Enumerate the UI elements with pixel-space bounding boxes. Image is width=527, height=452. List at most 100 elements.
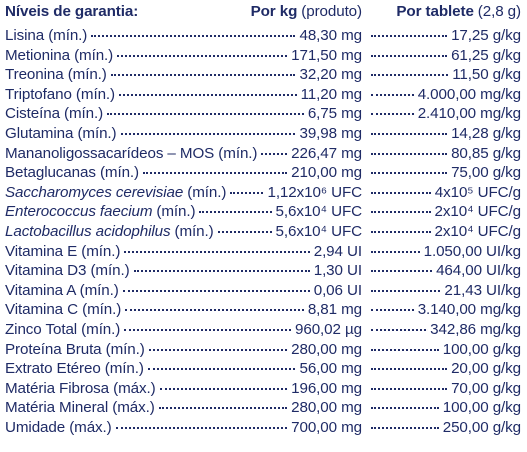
row-left: Cisteína (mín.) 6,75 mg	[5, 105, 362, 122]
per-kg-value: 226,47 mg	[291, 144, 362, 162]
nutrient-name: Betaglucanas (mín.)	[5, 164, 140, 182]
table-row: Vitamina C (mín.) 8,81 mg 3.140,00 mg/kg	[5, 301, 521, 321]
row-right: 14,28 g/kg	[367, 125, 521, 142]
leader	[371, 54, 448, 57]
table-row: Zinco Total (mín.) 960,02 µg 342,86 mg/kg	[5, 321, 521, 341]
leader	[371, 387, 448, 390]
row-right: 61,25 g/kg	[367, 47, 521, 64]
leader	[371, 191, 431, 194]
table-row: Glutamina (mín.) 39,98 mg 14,28 g/kg	[5, 125, 521, 145]
per-tablet-value: 464,00 UI/kg	[436, 262, 521, 280]
per-tablet-value: 250,00 g/kg	[442, 418, 521, 436]
row-right: 2.410,00 mg/kg	[367, 105, 521, 122]
per-tablet-value: 70,00 g/kg	[451, 379, 521, 397]
per-tablet-value: 342,86 mg/kg	[430, 320, 521, 338]
leader	[91, 35, 296, 37]
table-row: Matéria Mineral (máx.) 280,00 mg 100,00 g/…	[5, 399, 521, 419]
leader	[371, 132, 448, 135]
per-kg-value: 280,00 mg	[291, 340, 362, 358]
row-left: Matéria Fibrosa (máx.) 196,00 mg	[5, 380, 362, 397]
table-row: Saccharomyces cerevisiae (mín.) 1,12x10⁶ U…	[5, 184, 521, 204]
row-right: 21,43 UI/kg	[367, 282, 521, 299]
nutrient-name: Triptofano (mín.)	[5, 85, 115, 103]
leader	[122, 289, 310, 292]
row-left: Proteína Bruta (mín.) 280,00 mg	[5, 341, 362, 358]
row-left: Vitamina A (mín.) 0,06 UI	[5, 282, 362, 299]
leader	[147, 368, 296, 371]
leader	[115, 426, 288, 429]
table-row: Vitamina D3 (mín.) 1,30 UI 464,00 UI/kg	[5, 262, 521, 282]
per-kg-label: Por kg	[250, 3, 298, 20]
table-row: Vitamina A (mín.) 0,06 UI 21,43 UI/kg	[5, 282, 521, 302]
per-tablet-value: 17,25 g/kg	[451, 27, 521, 44]
per-kg-value: 171,50 mg	[291, 46, 362, 64]
leader	[371, 407, 439, 410]
per-kg-value: 56,00 mg	[299, 360, 362, 378]
leader	[199, 211, 272, 214]
nutrient-name: Vitamina E (mín.)	[5, 242, 121, 260]
nutrient-name: (mín.)	[156, 203, 196, 221]
row-left: Saccharomyces cerevisiae (mín.) 1,12x10⁶ U…	[5, 184, 362, 201]
nutrient-name: (mín.)	[187, 183, 227, 201]
leader	[117, 54, 288, 57]
row-left: Vitamina D3 (mín.) 1,30 UI	[5, 262, 362, 279]
table-row: Umidade (máx.) 700,00 mg 250,00 g/kg	[5, 419, 521, 439]
nutrient-name: Glutamina (mín.)	[5, 124, 117, 142]
per-tablet-value: 61,25 g/kg	[451, 46, 521, 64]
nutrient-name: Mananoligossacarídeos – MOS (mín.)	[5, 144, 258, 162]
leader	[371, 289, 441, 292]
row-right: 342,86 mg/kg	[367, 321, 521, 338]
per-kg-value: 1,30 UI	[313, 262, 362, 280]
table-row: Betaglucanas (mín.) 210,00 mg 75,00 g/kg	[5, 164, 521, 184]
leader	[125, 309, 304, 312]
per-tablet-value: 80,85 g/kg	[451, 144, 521, 162]
table-row: Matéria Fibrosa (máx.) 196,00 mg 70,00 g/k…	[5, 380, 521, 400]
per-tablet-value: 4x10⁵ UFC/g	[434, 183, 521, 201]
row-right: 80,85 g/kg	[367, 145, 521, 162]
table-row: Vitamina E (mín.) 2,94 UI 1.050,00 UI/kg	[5, 243, 521, 263]
per-tablet-value: 4.000,00 mg/kg	[417, 85, 521, 103]
row-left: Triptofano (mín.) 11,20 mg	[5, 86, 362, 103]
per-tablet-value: 21,43 UI/kg	[444, 281, 521, 299]
nutrient-name: Extrato Etéreo (mín.)	[5, 360, 144, 378]
leader	[371, 93, 414, 96]
header-right: Por tablete (2,8 g)	[367, 3, 521, 20]
per-kg-value: 196,00 mg	[291, 379, 362, 397]
table-row: Extrato Etéreo (mín.) 56,00 mg 20,00 g/kg	[5, 360, 521, 380]
leader	[119, 93, 297, 96]
leader	[371, 426, 439, 429]
nutrient-name: Treonina (mín.)	[5, 66, 107, 84]
row-right: 1.050,00 UI/kg	[367, 243, 521, 260]
leader	[120, 132, 296, 135]
row-right: 70,00 g/kg	[367, 380, 521, 397]
per-kg-value: 1,12x10⁶ UFC	[267, 183, 362, 201]
per-tablet-value: 100,00 g/kg	[442, 399, 521, 417]
per-tablet-value: 14,28 g/kg	[451, 124, 521, 142]
per-tablet-value: 11,50 g/kg	[452, 66, 521, 84]
leader	[371, 74, 449, 77]
per-tablet-value: 1.050,00 UI/kg	[423, 242, 521, 260]
per-kg-value: 8,81 mg	[307, 301, 362, 319]
row-right: 11,50 g/kg	[367, 66, 521, 83]
per-kg-value: 11,20 mg	[300, 85, 363, 103]
row-right: 250,00 g/kg	[367, 419, 521, 436]
nutrient-name: Matéria Mineral (máx.)	[5, 399, 155, 417]
per-kg-value: 700,00 mg	[291, 418, 362, 436]
table-row: Metionina (mín.) 171,50 mg 61,25 g/kg	[5, 47, 521, 67]
per-kg-value: 960,02 µg	[295, 320, 362, 338]
nutrient-name: Cisteína (mín.)	[5, 105, 104, 123]
species-name: Lactobacillus acidophilus	[5, 222, 171, 240]
per-tablet-value: 100,00 g/kg	[442, 340, 521, 358]
leader	[230, 191, 264, 194]
leader	[124, 250, 310, 253]
per-tablet-note: (2,8 g)	[477, 3, 521, 20]
leader	[371, 270, 433, 273]
per-tablet-value: 2x10⁴ UFC/g	[434, 203, 522, 221]
row-right: 3.140,00 mg/kg	[367, 301, 521, 318]
row-right: 17,25 g/kg	[367, 27, 521, 44]
per-kg-value: 32,20 mg	[299, 66, 362, 84]
leader	[371, 250, 420, 253]
species-name: Saccharomyces cerevisiae	[5, 183, 184, 201]
nutrient-name: Vitamina C (mín.)	[5, 301, 122, 319]
